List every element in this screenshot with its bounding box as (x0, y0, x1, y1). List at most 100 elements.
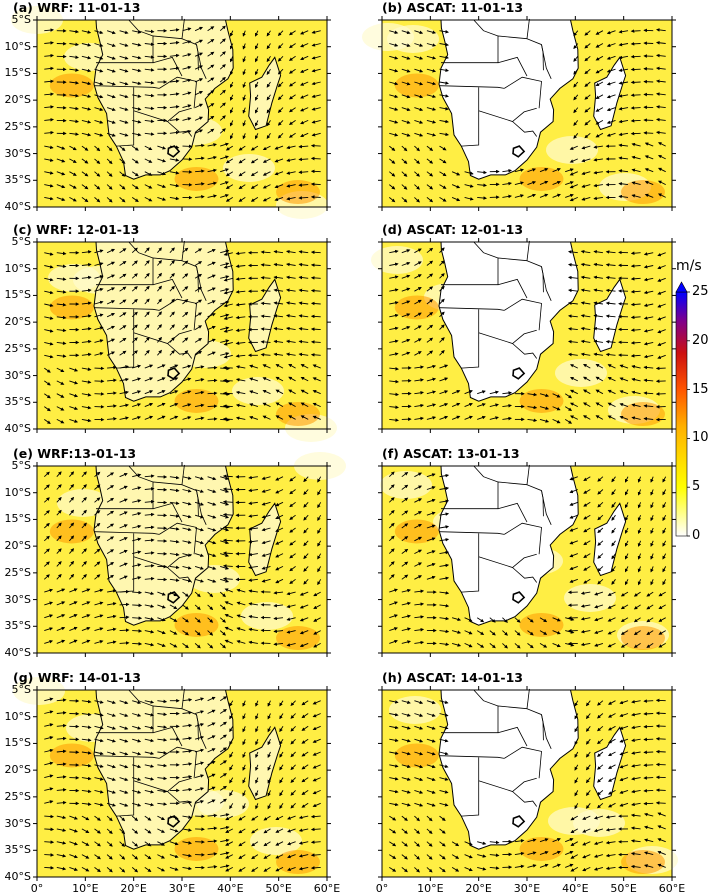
low-speed-patch (241, 602, 293, 630)
wind-arrow (224, 553, 233, 554)
low-speed-patch (362, 23, 414, 51)
wind-arrow (132, 592, 141, 593)
lat-label: 25°S (0, 791, 31, 803)
lat-label: 35°S (0, 620, 31, 632)
wind-arrow (224, 419, 233, 420)
lat-label: 20°S (0, 94, 31, 106)
lat-label: 5°S (0, 684, 31, 696)
lon-label: 40°E (210, 883, 250, 895)
wind-arrow (224, 540, 233, 541)
wind-arrow (224, 393, 233, 394)
wind-arrow (644, 714, 653, 715)
wind-arrow (208, 368, 217, 369)
wind-arrow (44, 855, 53, 856)
colorbar-tick-label: 25 (692, 285, 709, 299)
lon-label: 30°E (162, 883, 202, 895)
high-speed-zone (175, 613, 219, 637)
wind-arrow (632, 120, 641, 121)
lat-label: 5°S (0, 14, 31, 26)
high-speed-zone (175, 389, 219, 413)
lat-label: 5°S (0, 460, 31, 472)
lon-label: 20°E (459, 883, 499, 895)
high-speed-zone (276, 850, 320, 874)
lon-label: 10°E (410, 883, 450, 895)
low-speed-patch (232, 377, 284, 405)
lat-label: 40°S (0, 201, 31, 213)
colorbar-gradient (676, 292, 687, 536)
lon-label: 50°E (604, 883, 644, 895)
wind-arrow (208, 380, 217, 381)
high-speed-zone (50, 73, 94, 97)
wind-arrow (312, 197, 321, 198)
colorbar-unit: m/s (676, 258, 702, 274)
low-speed-patch (564, 584, 616, 612)
colorbar-tick-label: 10 (692, 431, 709, 445)
wind-arrow (312, 278, 321, 279)
lat-label: 40°S (0, 647, 31, 659)
lon-label: 0° (17, 883, 57, 895)
lat-label: 40°S (0, 871, 31, 883)
high-speed-zone (520, 837, 564, 861)
lat-label: 15°S (0, 513, 31, 525)
wind-arrow (644, 133, 653, 134)
map-panel-b (362, 16, 676, 211)
low-speed-patch (223, 154, 275, 182)
high-speed-zone (276, 626, 320, 650)
high-speed-zone (276, 180, 320, 204)
panel-title-c: (c) WRF: 12-01-13 (13, 223, 139, 237)
low-speed-patch (371, 246, 423, 274)
wind-arrow (120, 630, 129, 631)
wind-arrow (120, 643, 129, 644)
wind-arrow (224, 380, 233, 381)
high-speed-zone (520, 613, 564, 637)
high-speed-zone (621, 850, 665, 874)
lon-label: 0° (362, 883, 402, 895)
wind-arrow (224, 368, 233, 369)
low-speed-patch (380, 471, 432, 499)
wind-arrow (312, 146, 321, 147)
low-speed-patch (555, 359, 607, 387)
lat-label: 5°S (0, 236, 31, 248)
colorbar (676, 282, 690, 536)
lat-label: 10°S (0, 711, 31, 723)
wind-arrow (312, 184, 321, 185)
lat-label: 30°S (0, 818, 31, 830)
map-panel-g (13, 677, 331, 881)
wind-arrow (120, 617, 129, 618)
lon-label: 60°E (652, 883, 692, 895)
high-speed-zone (621, 402, 665, 426)
wind-arrow (657, 739, 666, 740)
wind-arrow (312, 171, 321, 172)
wind-arrow (132, 631, 141, 632)
wind-arrow (312, 252, 321, 253)
lat-label: 15°S (0, 289, 31, 301)
lat-label: 10°S (0, 487, 31, 499)
wind-arrow (312, 329, 321, 330)
high-speed-zone (621, 626, 665, 650)
lat-label: 10°S (0, 263, 31, 275)
wind-arrow (632, 56, 641, 57)
lat-label: 15°S (0, 737, 31, 749)
wind-arrow (224, 502, 233, 503)
wind-arrow (120, 604, 129, 605)
panel-title-g: (g) WRF: 14-01-13 (13, 671, 141, 685)
wind-arrow (644, 778, 653, 779)
wind-arrow (44, 829, 53, 830)
lon-label: 40°E (555, 883, 595, 895)
wind-arrow (44, 816, 53, 817)
wind-arrow (312, 316, 321, 317)
panel-title-h: (h) ASCAT: 14-01-13 (382, 671, 523, 685)
wind-arrow (632, 44, 641, 45)
panel-title-e: (e) WRF:13-01-13 (13, 447, 136, 461)
wind-arrow (224, 489, 233, 490)
lon-label: 30°E (507, 883, 547, 895)
wind-arrow (644, 790, 653, 791)
lat-label: 25°S (0, 567, 31, 579)
map-panel-a (11, 6, 331, 219)
wind-arrow (132, 605, 141, 606)
lat-label: 15°S (0, 67, 31, 79)
wind-arrow (208, 393, 217, 394)
wind-arrow (657, 803, 666, 804)
low-speed-patch (546, 136, 598, 164)
wind-arrow (644, 765, 653, 766)
